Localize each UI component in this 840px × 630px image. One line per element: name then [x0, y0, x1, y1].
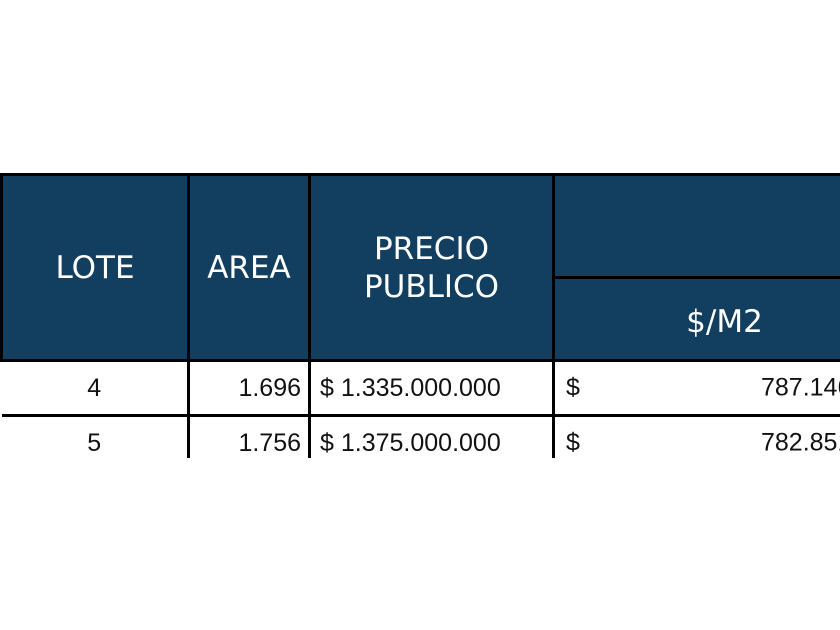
- header-price-per-m2-label: $/M2: [686, 304, 763, 340]
- header-area: AREA: [187, 173, 311, 362]
- cell-area: 1.756: [187, 415, 310, 458]
- cell-lote: 5: [87, 428, 102, 457]
- cell-precio: $ 1.335.000.000: [308, 360, 554, 417]
- currency-symbol: $: [566, 373, 580, 402]
- currency-symbol: $: [566, 428, 580, 457]
- table-row: 5 1.756 $ 1.375.000.000 $ 782.851: [2, 415, 840, 458]
- header-group: [552, 173, 840, 279]
- cell-precio: $ 1.375.000.000: [308, 415, 554, 458]
- header-price-per-m2: $/M2: [552, 276, 840, 362]
- header-precio-line2: PUBLICO: [363, 268, 500, 305]
- header-lote: LOTE: [0, 173, 190, 362]
- cell-area: 1.696: [187, 360, 310, 417]
- price-per-m2-value: 787.146: [761, 373, 840, 402]
- cell-lote: 4: [1, 360, 189, 417]
- table-row: 4 1.696 $ 1.335.000.000 $ 787.146: [1, 360, 840, 417]
- price-per-m2-value: 782.851: [761, 428, 840, 457]
- header-precio-publico: PRECIO PUBLICO: [308, 173, 555, 362]
- price-table: LOTE AREA PRECIO PUBLICO $/M2 4 1.696 $ …: [0, 173, 840, 458]
- cell-price-per-m2: $ 782.851: [552, 415, 840, 458]
- cell-price-per-m2: $ 787.146: [552, 360, 840, 417]
- header-precio-line1: PRECIO: [373, 230, 489, 267]
- price-table-region: LOTE AREA PRECIO PUBLICO $/M2 4 1.696 $ …: [0, 173, 840, 458]
